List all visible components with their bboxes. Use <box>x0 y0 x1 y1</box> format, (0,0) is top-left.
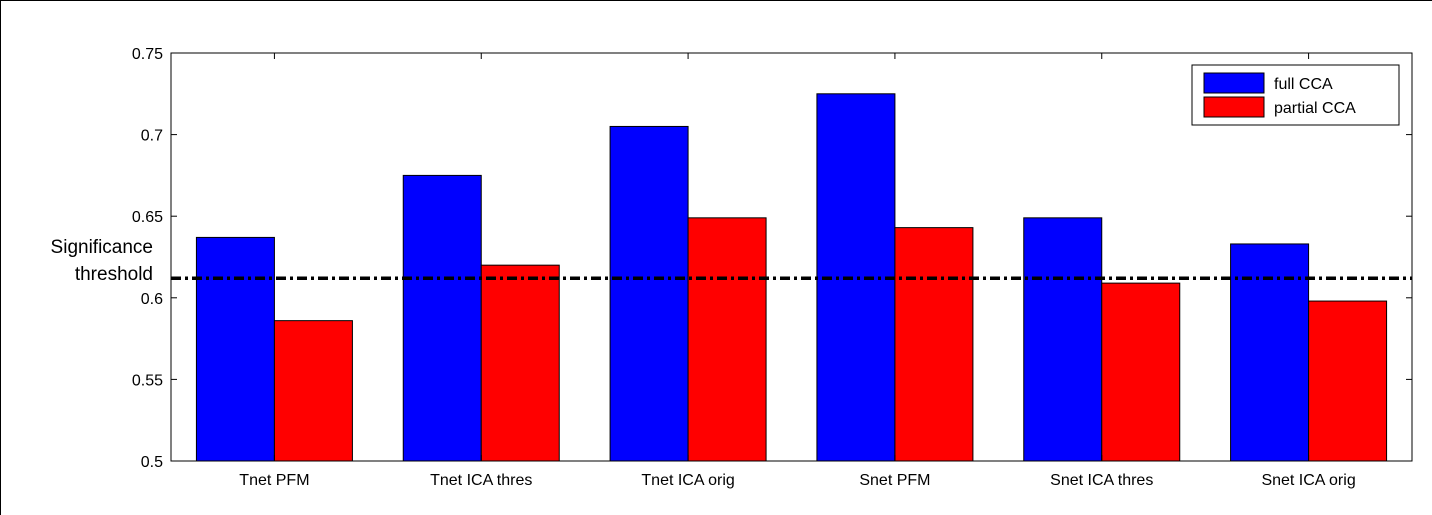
bar-partial-cca-1 <box>273 320 353 462</box>
bar-partial-cca-5 <box>1101 282 1181 462</box>
x-tick-label: Snet PFM <box>859 472 930 489</box>
y-tick-label: 0.75 <box>132 46 163 63</box>
bar-partial-cca-2 <box>480 264 560 462</box>
y-tick-label: 0.7 <box>141 128 163 145</box>
y-tick-label: 0.65 <box>132 209 163 226</box>
bar-full-cca-5 <box>1023 217 1103 462</box>
y-axis: 0.5 0.55 0.6 0.65 0.7 0.75 <box>132 46 1412 471</box>
x-axis: Tnet PFM Tnet ICA thres Tnet ICA orig Snet … <box>239 53 1356 489</box>
bar-full-cca-1 <box>195 236 275 462</box>
x-tick-label: Tnet ICA orig <box>641 472 734 489</box>
x-tick-label: Snet ICA thres <box>1050 472 1153 489</box>
legend-label-partial-cca: partial CCA <box>1274 100 1356 117</box>
bar-full-cca-3 <box>609 125 689 462</box>
legend-label-full-cca: full CCA <box>1274 76 1333 93</box>
y-tick-label: 0.55 <box>132 372 163 389</box>
bar-partial-cca-3 <box>687 217 767 462</box>
x-tick-label: Snet ICA orig <box>1261 472 1355 489</box>
threshold-label-line1: Significance <box>51 237 153 258</box>
axes-box <box>170 52 1413 462</box>
threshold-label-line2: threshold <box>75 264 153 285</box>
legend-swatch-full-cca <box>1203 72 1265 94</box>
bar-partial-cca-6 <box>1308 300 1388 462</box>
legend: full CCA partial CCA <box>1191 64 1400 126</box>
bar-partial-cca-4 <box>894 227 974 462</box>
x-tick-label: Tnet PFM <box>239 472 309 489</box>
y-tick-label: 0.5 <box>141 454 163 471</box>
x-tick-label: Tnet ICA thres <box>430 472 532 489</box>
legend-swatch-partial-cca <box>1203 96 1265 118</box>
y-tick-label: 0.6 <box>141 291 163 308</box>
bar-full-cca-2 <box>402 174 482 462</box>
